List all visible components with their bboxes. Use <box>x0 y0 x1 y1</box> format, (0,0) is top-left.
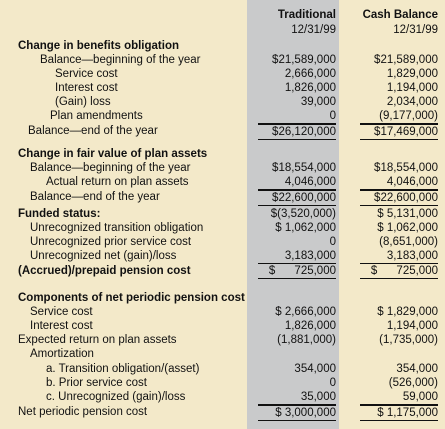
row-label: Components of net periodic pension cost <box>18 292 245 304</box>
cash-balance-value: (1,735,000) <box>379 334 438 346</box>
traditional-column-band <box>247 0 339 429</box>
row-label: Unrecognized transition obligation <box>30 222 204 234</box>
row-label: Actual return on plan assets <box>46 176 189 188</box>
row-label: Interest cost <box>30 320 93 332</box>
row-label: Balance—end of the year <box>28 125 158 137</box>
column-title: Cash Balance <box>362 9 438 21</box>
row-label: Interest cost <box>55 82 118 94</box>
traditional-value: 39,000 <box>300 96 336 108</box>
row-label: Amortization <box>30 348 94 360</box>
traditional-value: $ 725,000 <box>258 264 336 279</box>
row-label: b. Prior service cost <box>46 377 147 389</box>
traditional-value: 2,666,000 <box>284 68 336 80</box>
traditional-value: $26,120,000 <box>258 124 336 140</box>
cash-balance-value: $ 725,000 <box>360 264 438 279</box>
row-label: Expected return on plan assets <box>18 334 177 346</box>
row-label: Change in benefits obligation <box>18 40 179 52</box>
row-label: a. Transition obligation/(asset) <box>46 363 200 375</box>
row-label: Plan amendments <box>50 110 143 122</box>
traditional-value: $22,600,000 <box>258 190 336 206</box>
column-title: Traditional <box>277 9 336 21</box>
cash-balance-value: $ 1,829,000 <box>377 306 438 318</box>
traditional-value: 0 <box>329 236 336 248</box>
traditional-value: 0 <box>258 109 336 124</box>
cash-balance-value: $17,469,000 <box>360 124 438 140</box>
cash-balance-value: 1,829,000 <box>386 68 438 80</box>
row-label: Change in fair value of plan assets <box>18 148 208 160</box>
row-label: Unrecognized net (gain)/loss <box>30 250 177 262</box>
traditional-value: 1,826,000 <box>284 82 336 94</box>
traditional-value: $18,554,000 <box>272 162 336 174</box>
cash-balance-value: 3,183,000 <box>360 249 438 264</box>
cash-balance-value: $ 1,062,000 <box>377 222 438 234</box>
row-label: Funded status: <box>18 208 101 220</box>
cash-balance-value: $18,554,000 <box>374 162 438 174</box>
traditional-value: 0 <box>329 377 336 389</box>
row-label: Balance—end of the year <box>30 191 160 203</box>
cash-balance-value: 2,034,000 <box>386 96 438 108</box>
traditional-value: 4,046,000 <box>258 175 336 190</box>
cash-balance-value: 354,000 <box>396 363 438 375</box>
traditional-value: 354,000 <box>294 363 336 375</box>
traditional-value: $21,589,000 <box>272 54 336 66</box>
row-label: Service cost <box>30 306 93 318</box>
row-label: (Gain) loss <box>55 96 111 108</box>
cash-balance-value: 1,194,000 <box>386 82 438 94</box>
row-label: Net periodic pension cost <box>18 406 148 418</box>
traditional-value: $ 3,000,000 <box>258 405 336 421</box>
row-label: c. Unrecognized (gain)/loss <box>46 391 186 403</box>
row-label: (Accrued)/prepaid pension cost <box>18 265 191 277</box>
traditional-value: (1,881,000) <box>277 334 336 346</box>
cash-balance-value: (9,177,000) <box>360 109 438 124</box>
cash-balance-value: 4,046,000 <box>360 175 438 190</box>
row-label: Service cost <box>55 68 118 80</box>
row-label: Balance—beginning of the year <box>30 162 191 174</box>
traditional-value: $ 2,666,000 <box>275 306 336 318</box>
cash-balance-value: 59,000 <box>360 390 438 405</box>
row-label: Unrecognized prior service cost <box>30 236 192 248</box>
cash-balance-value: $ 5,131,000 <box>377 208 438 220</box>
cash-balance-value: $22,600,000 <box>360 190 438 206</box>
column-date: 12/31/99 <box>393 24 438 36</box>
row-label: Balance—beginning of the year <box>40 54 201 66</box>
cash-balance-value: $ 1,175,000 <box>360 405 438 421</box>
traditional-value: 35,000 <box>258 390 336 405</box>
traditional-value: $(3,520,000) <box>270 208 336 220</box>
column-date: 12/31/99 <box>291 24 336 36</box>
cash-balance-value: $21,589,000 <box>374 54 438 66</box>
traditional-value: 3,183,000 <box>258 249 336 264</box>
cash-balance-value: 1,194,000 <box>386 320 438 332</box>
traditional-value: 1,826,000 <box>284 320 336 332</box>
cash-balance-value: (8,651,000) <box>379 236 438 248</box>
cash-balance-value: (526,000) <box>388 377 438 389</box>
traditional-value: $ 1,062,000 <box>275 222 336 234</box>
